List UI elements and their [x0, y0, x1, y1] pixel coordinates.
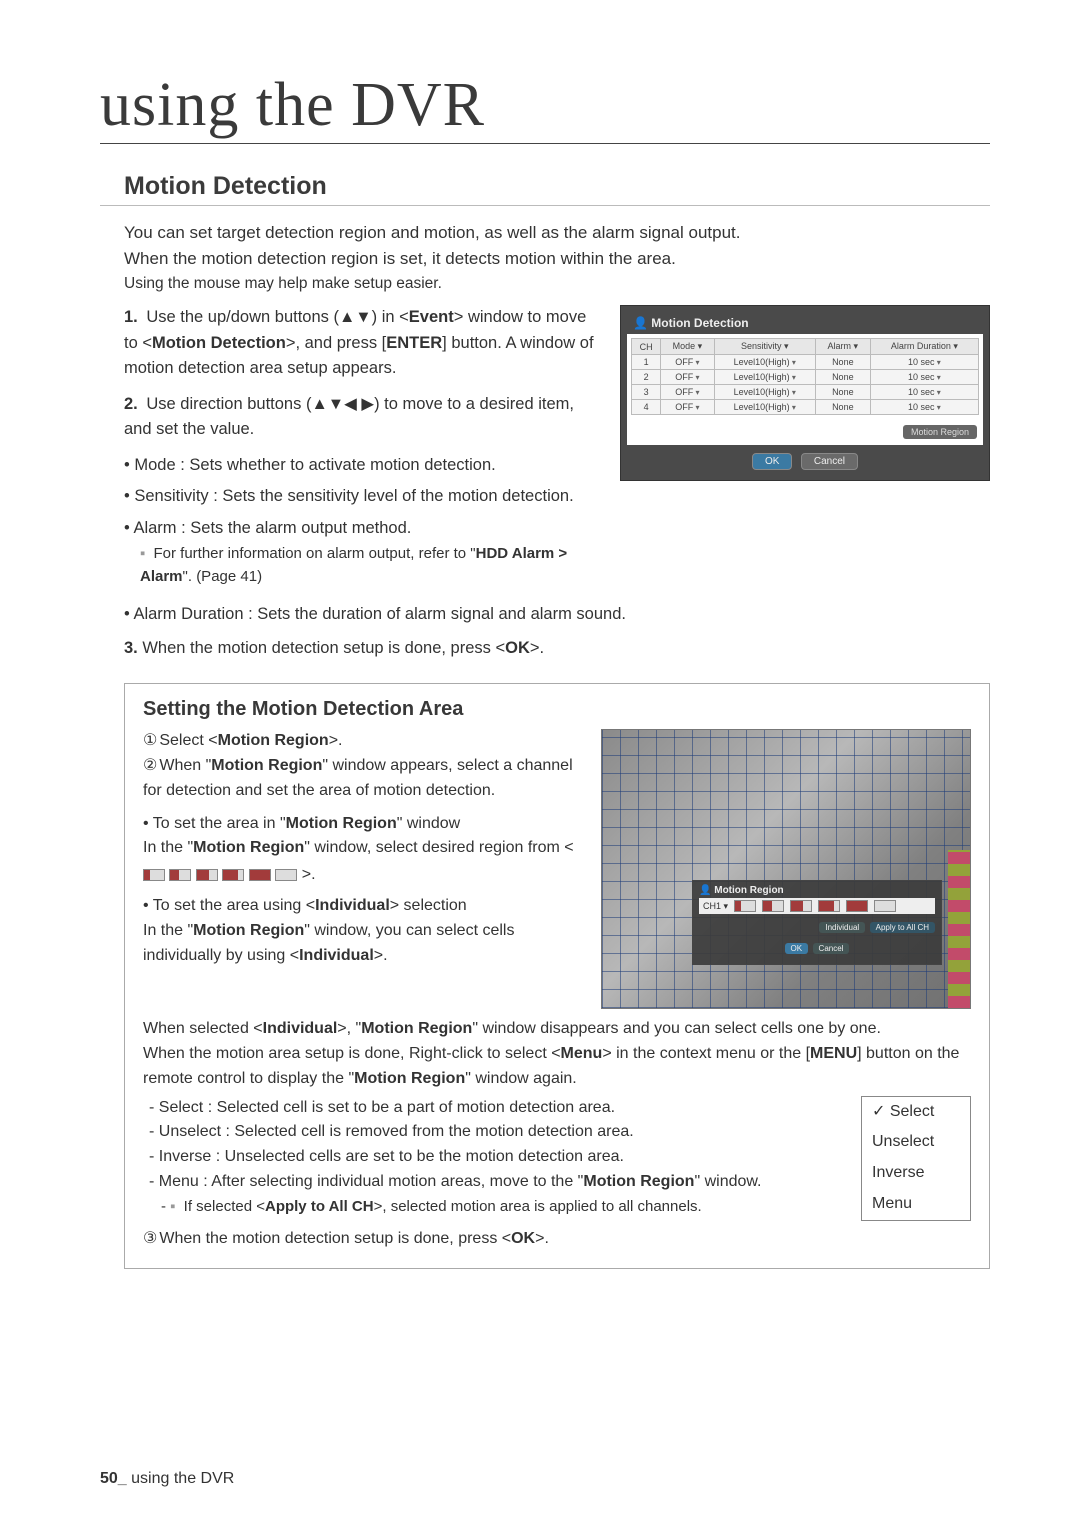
bullet-alarm: Alarm : Sets the alarm output method. ▪ …	[124, 516, 600, 588]
region-pattern-icon	[249, 869, 271, 881]
alarm-subnote: ▪ For further information on alarm outpu…	[124, 542, 600, 589]
dash-unselect: Unselect : Selected cell is removed from…	[143, 1120, 841, 1145]
region-pattern-icon[interactable]	[734, 900, 756, 912]
motion-detection-table: CH Mode ▾ Sensitivity ▾ Alarm ▾ Alarm Du…	[631, 338, 979, 415]
region-pattern-icon	[143, 869, 165, 881]
page-number: 50_	[100, 1470, 127, 1487]
motion-region-button[interactable]: Motion Region	[903, 425, 977, 439]
bullet-mode: Mode : Sets whether to activate motion d…	[124, 453, 600, 479]
cancel-button[interactable]: Cancel	[801, 453, 858, 470]
apply-all-note: ▪ If selected <Apply to All CH>, selecte…	[143, 1195, 841, 1218]
table-row: 3OFFLevel10(High)None10 sec	[632, 385, 979, 400]
dash-select: Select : Selected cell is set to be a pa…	[143, 1096, 841, 1121]
box-step3: ③When the motion detection setup is done…	[143, 1227, 971, 1252]
pattern-icons-inline: >.	[143, 863, 583, 888]
footer-text: using the DVR	[127, 1470, 235, 1487]
th-ch[interactable]: CH	[632, 339, 661, 355]
context-menu: Select Unselect Inverse Menu	[861, 1096, 971, 1221]
step-3: 3. When the motion detection setup is do…	[124, 636, 990, 662]
motion-region-screenshot: 👤 Motion Region CH1 ▾ Individual	[601, 729, 971, 1009]
mr-channel-select[interactable]: CH1 ▾	[703, 901, 728, 912]
th-mode[interactable]: Mode ▾	[661, 339, 714, 355]
section-title: Motion Detection	[100, 172, 990, 206]
intro-paragraph: You can set target detection region and …	[100, 220, 990, 271]
th-alarm[interactable]: Alarm ▾	[815, 339, 870, 355]
box-step1: ①Select <Motion Region>.	[143, 729, 583, 754]
box-step2: ②When "Motion Region" window appears, se…	[143, 754, 583, 804]
region-pattern-icon	[169, 869, 191, 881]
colored-region-strip	[948, 850, 970, 1008]
region-pattern-icon[interactable]	[874, 900, 896, 912]
setting-area-box: Setting the Motion Detection Area ①Selec…	[124, 683, 990, 1268]
ok-button[interactable]: OK	[752, 453, 792, 470]
box-p2: In the "Motion Region" window, you can s…	[143, 919, 583, 969]
region-pattern-icon[interactable]	[846, 900, 868, 912]
main-title: using the DVR	[100, 70, 990, 144]
intro-note: Using the mouse may help make setup easi…	[100, 275, 990, 293]
bullet-duration: Alarm Duration : Sets the duration of al…	[124, 602, 990, 628]
th-duration[interactable]: Alarm Duration ▾	[870, 339, 978, 355]
region-pattern-icon[interactable]	[762, 900, 784, 912]
ctx-select[interactable]: Select	[862, 1097, 970, 1128]
table-row: 4OFFLevel10(High)None10 sec	[632, 400, 979, 415]
motion-detection-panel: 👤 Motion Detection CH Mode ▾ Sensitivity…	[620, 305, 990, 481]
page-footer: 50_ using the DVR	[100, 1470, 234, 1488]
box-title: Setting the Motion Detection Area	[143, 698, 971, 721]
box-p1: In the "Motion Region" window, select de…	[143, 836, 583, 861]
box-bullet1: • To set the area in "Motion Region" win…	[143, 812, 583, 837]
box-p3: When selected <Individual>, "Motion Regi…	[143, 1017, 971, 1042]
ctx-menu-item[interactable]: Menu	[862, 1189, 970, 1220]
dash-inverse: Inverse : Unselected cells are set to be…	[143, 1145, 841, 1170]
box-bullet2: • To set the area using <Individual> sel…	[143, 894, 583, 919]
box-p4: When the motion area setup is done, Righ…	[143, 1042, 971, 1092]
region-pattern-icon	[275, 869, 297, 881]
bullet-sensitivity: Sensitivity : Sets the sensitivity level…	[124, 484, 600, 510]
ctx-inverse[interactable]: Inverse	[862, 1158, 970, 1189]
step-2: 2. Use direction buttons (▲▼◀ ▶) to move…	[124, 392, 600, 443]
mr-cancel-button[interactable]: Cancel	[813, 943, 850, 954]
ctx-unselect[interactable]: Unselect	[862, 1127, 970, 1158]
mr-dialog-title: Motion Region	[714, 885, 783, 896]
intro-line2: When the motion detection region is set,…	[124, 249, 676, 268]
region-pattern-icon[interactable]	[818, 900, 840, 912]
region-pattern-icon	[196, 869, 218, 881]
motion-region-dialog: 👤 Motion Region CH1 ▾ Individual	[692, 880, 942, 965]
table-row: 1OFFLevel10(High)None10 sec	[632, 355, 979, 370]
region-pattern-icon[interactable]	[790, 900, 812, 912]
mr-ok-button[interactable]: OK	[785, 943, 809, 954]
panel-title-text: Motion Detection	[651, 316, 748, 330]
dash-menu: Menu : After selecting individual motion…	[143, 1170, 841, 1195]
individual-button[interactable]: Individual	[819, 922, 865, 933]
intro-line1: You can set target detection region and …	[124, 223, 740, 242]
apply-all-ch-button[interactable]: Apply to All CH	[870, 922, 935, 933]
region-pattern-icon	[222, 869, 244, 881]
step-1: 1. Use the up/down buttons (▲▼) in <Even…	[124, 305, 600, 382]
table-row: 2OFFLevel10(High)None10 sec	[632, 370, 979, 385]
th-sensitivity[interactable]: Sensitivity ▾	[714, 339, 815, 355]
